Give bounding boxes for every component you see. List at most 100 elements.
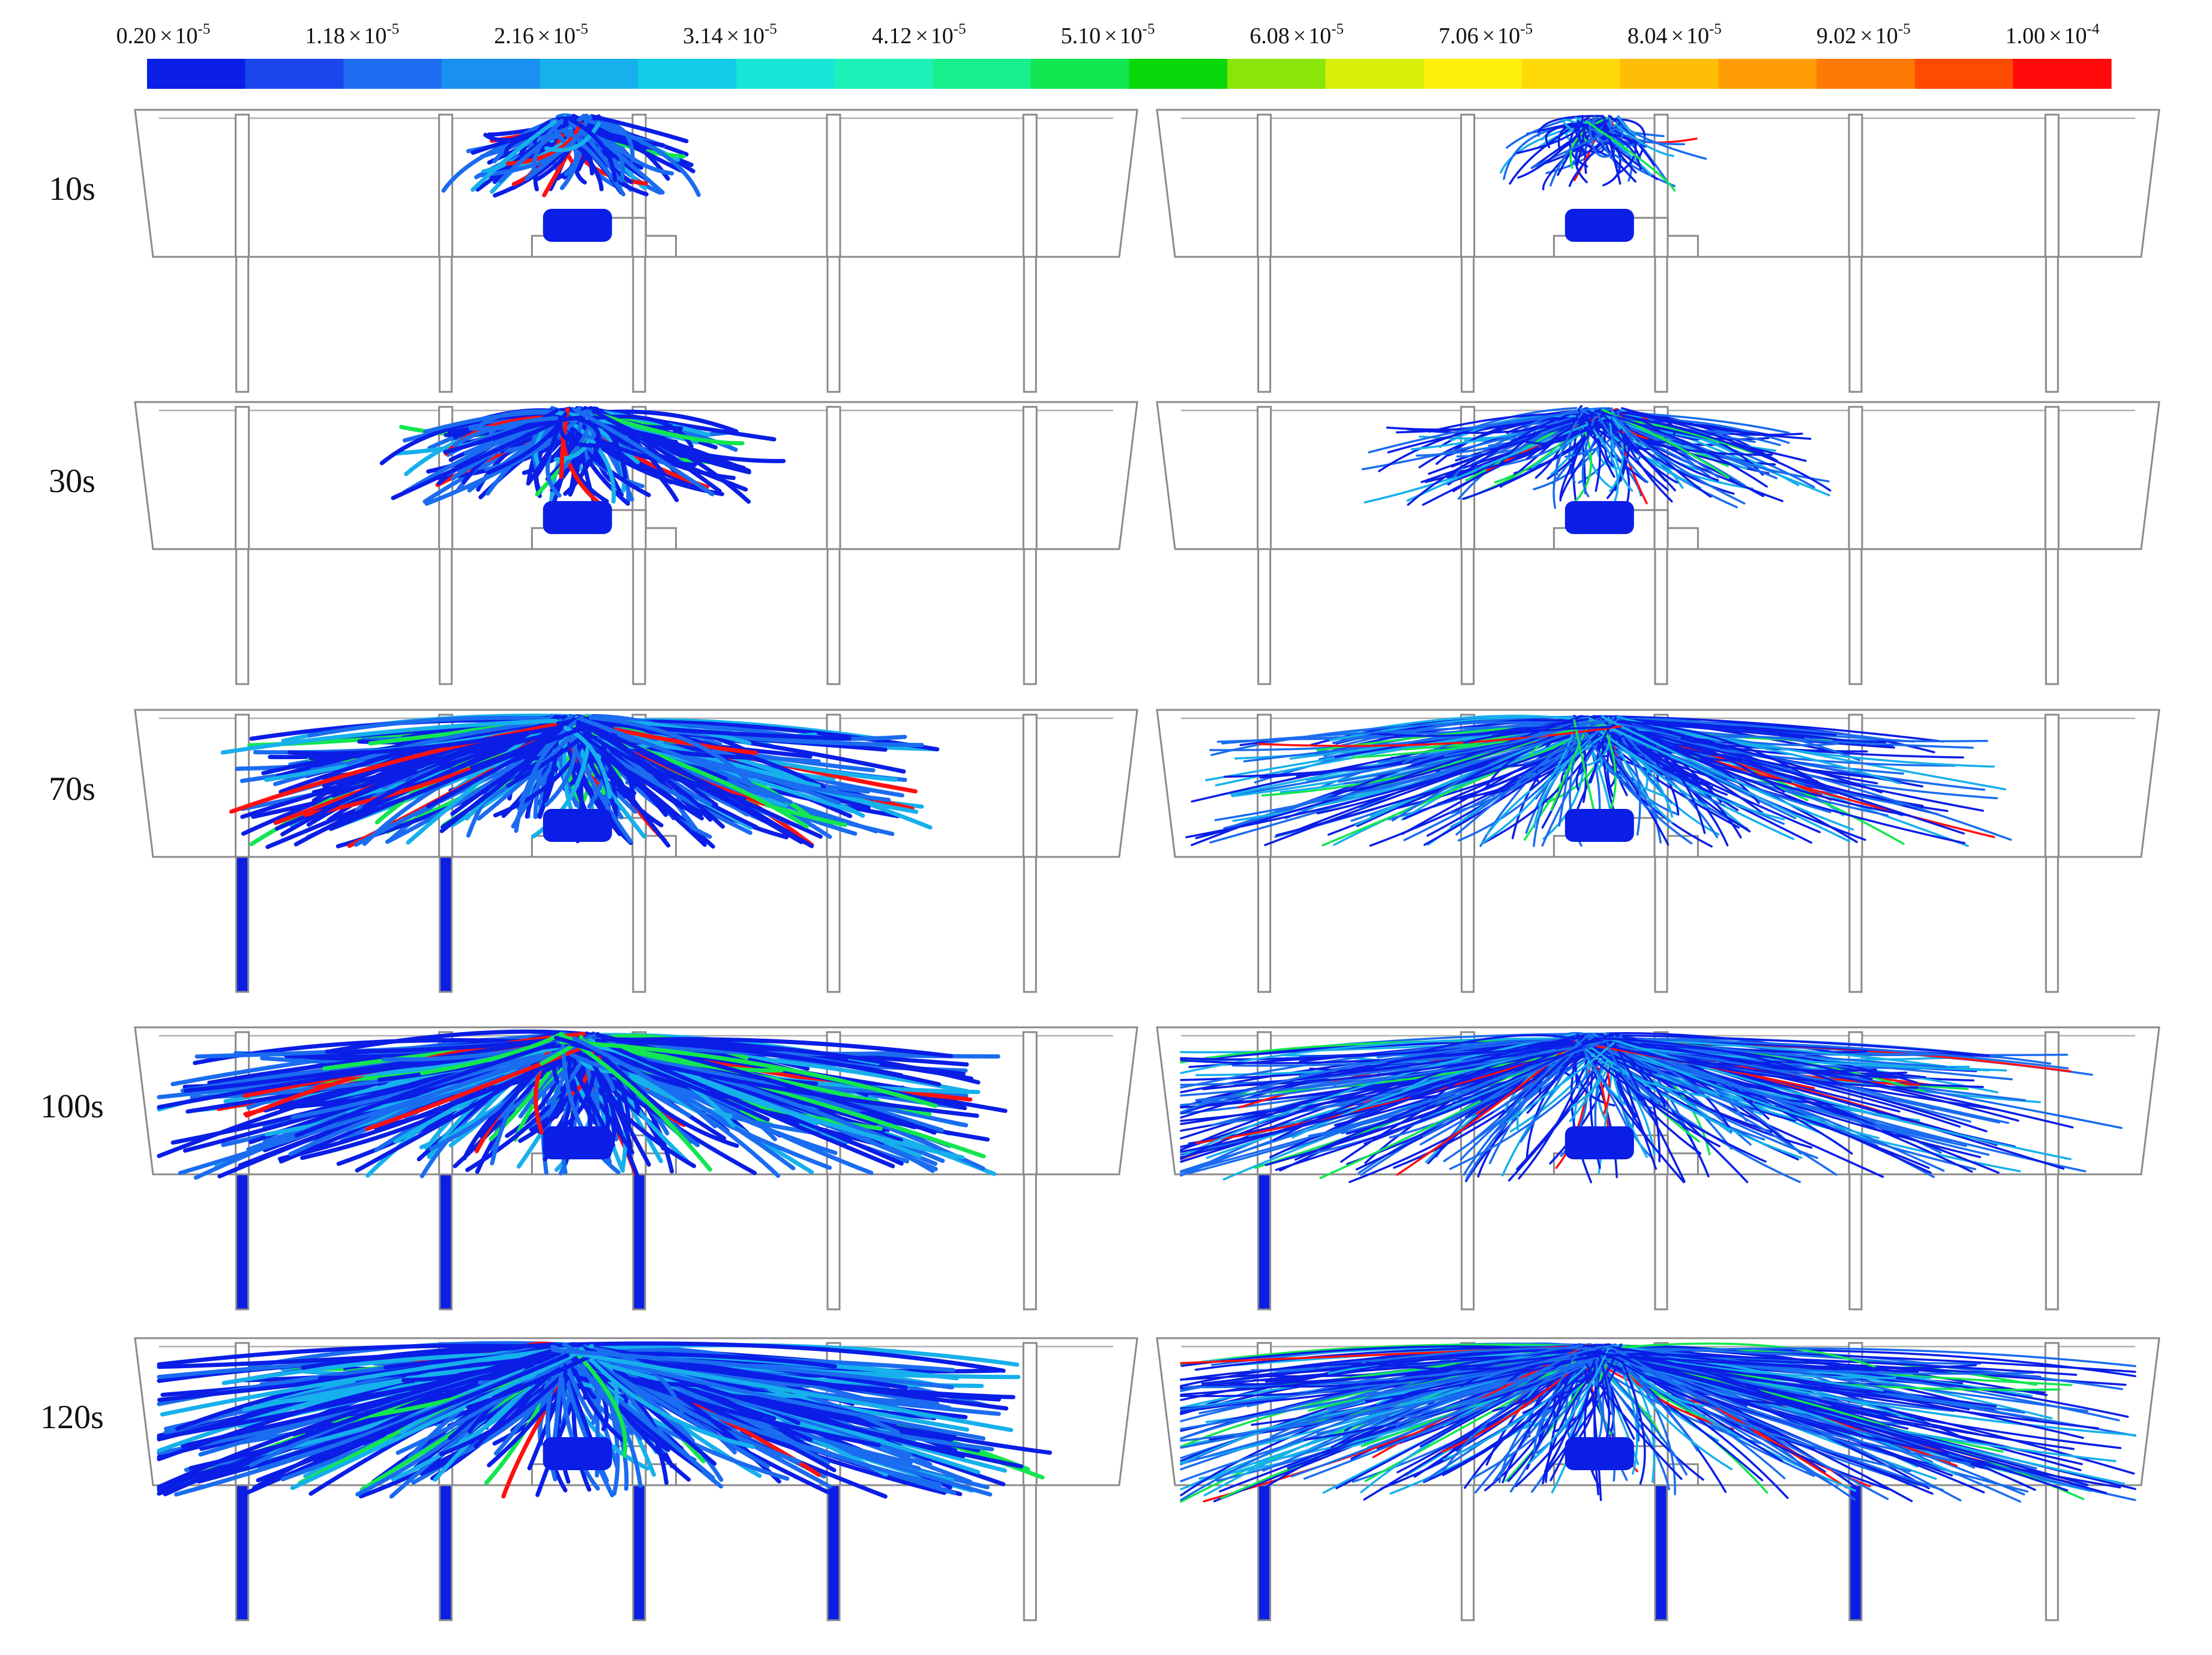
streamline xyxy=(579,717,793,805)
streamline xyxy=(576,719,725,829)
ladle-outline xyxy=(134,709,1138,858)
ladle-outline xyxy=(1156,109,2160,258)
outlet-pipe xyxy=(1848,256,1863,393)
inlet-plume xyxy=(1564,1437,1634,1470)
streamline xyxy=(1180,1354,1603,1442)
streamline xyxy=(579,410,715,497)
outlet-pipe xyxy=(1257,1484,1272,1621)
streamline xyxy=(1365,1347,1621,1402)
inner-column xyxy=(2044,113,2060,258)
streamline xyxy=(452,416,558,448)
streamline xyxy=(1594,410,1768,488)
outlet-pipe xyxy=(632,548,646,685)
streamline xyxy=(1616,1347,1979,1435)
streamlines xyxy=(441,113,701,242)
inner-column xyxy=(1022,1342,1038,1486)
inlet-plume xyxy=(1564,809,1634,842)
streamline xyxy=(1615,1347,1646,1485)
inner-column xyxy=(235,406,250,550)
right-ladle-panel xyxy=(1156,709,2160,993)
streamline xyxy=(594,411,745,446)
right-ladle-panel xyxy=(1156,1337,2160,1621)
ladle-outline xyxy=(1156,1337,2160,1486)
streamline xyxy=(1210,721,1576,757)
streamline xyxy=(1608,1345,1889,1500)
streamline xyxy=(556,1348,954,1390)
streamline xyxy=(1470,1351,1614,1480)
inner-column xyxy=(826,406,841,550)
streamline xyxy=(1575,116,1652,176)
streamline xyxy=(1351,722,1612,758)
streamline xyxy=(229,716,588,814)
inner-column xyxy=(1022,713,1038,858)
streamline xyxy=(1618,1342,1877,1368)
streamline xyxy=(1368,411,1579,454)
simulation-panels xyxy=(134,109,2160,1621)
streamline xyxy=(1465,1044,1584,1180)
left-ladle-panel xyxy=(134,109,1138,393)
outlet-pipe xyxy=(1654,548,1668,685)
left-ladle-panel xyxy=(134,1026,1138,1311)
streamline xyxy=(1588,121,1611,158)
inlet-plume xyxy=(542,1437,612,1470)
streamline xyxy=(531,118,564,171)
streamline xyxy=(1183,1033,1576,1156)
inlet-plume xyxy=(1564,501,1634,534)
inlet-plume xyxy=(1564,209,1634,242)
streamlines xyxy=(1500,115,1707,242)
outlet-pipe xyxy=(235,856,250,993)
outlet-pipe xyxy=(1654,256,1668,393)
colorbar-segment xyxy=(245,59,344,89)
streamline xyxy=(419,1032,564,1075)
outlet-pipe xyxy=(439,856,453,993)
streamline xyxy=(1466,407,1578,431)
colorbar-segment xyxy=(933,59,1032,89)
inlet-plume xyxy=(1564,1126,1634,1159)
right-ladle-panel xyxy=(1156,1026,2160,1311)
streamline xyxy=(287,723,572,756)
streamline xyxy=(178,1036,601,1176)
streamline xyxy=(1589,1035,1838,1176)
streamline xyxy=(1506,407,1608,448)
streamlines xyxy=(1180,1342,2136,1503)
outlet-pipe xyxy=(826,1484,841,1621)
streamline xyxy=(1596,1350,2108,1494)
streamline xyxy=(301,1343,592,1370)
streamline xyxy=(576,1036,651,1167)
streamline xyxy=(1597,720,1713,788)
streamline xyxy=(1378,715,1602,737)
streamline xyxy=(1367,1351,1576,1449)
colorbar-tick-label: 5.10 × 10-5 xyxy=(1061,21,1155,49)
colorbar-segment xyxy=(2013,59,2112,89)
streamline xyxy=(1257,725,1622,747)
inner-column xyxy=(1460,113,1476,258)
outlet-pipe xyxy=(2045,548,2059,685)
streamline xyxy=(1581,408,1599,497)
streamline xyxy=(1609,410,1624,493)
streamline xyxy=(379,412,560,466)
colorbar-segment xyxy=(147,59,246,89)
streamline xyxy=(1579,123,1642,170)
streamline xyxy=(1616,716,1995,768)
streamline xyxy=(561,1041,621,1174)
colorbar-tick-label: 7.06 × 10-5 xyxy=(1438,21,1533,49)
outlet-pipe xyxy=(1257,548,1272,685)
colorbar-tick-label: 0.20 × 10-5 xyxy=(116,21,211,49)
streamline xyxy=(586,125,649,150)
inner-column xyxy=(235,113,250,258)
streamline xyxy=(1185,724,1597,838)
streamline xyxy=(1542,1347,1620,1485)
streamline xyxy=(1617,411,1676,436)
streamline xyxy=(1180,1349,1592,1448)
streamline xyxy=(1180,1036,1581,1114)
streamline xyxy=(579,1352,986,1441)
streamline xyxy=(1611,722,2012,841)
streamline xyxy=(491,415,586,441)
streamline xyxy=(1575,1351,2078,1376)
streamline xyxy=(1458,726,1591,842)
streamline xyxy=(1333,721,1613,846)
streamline xyxy=(1580,124,1676,187)
streamlines xyxy=(1361,404,1832,534)
streamline xyxy=(568,117,618,182)
colorbar-tick-labels: 0.20 × 10-5 1.18 × 10-5 2.16 × 10-5 3.14 × 10-5 4.12… xyxy=(116,21,2100,49)
